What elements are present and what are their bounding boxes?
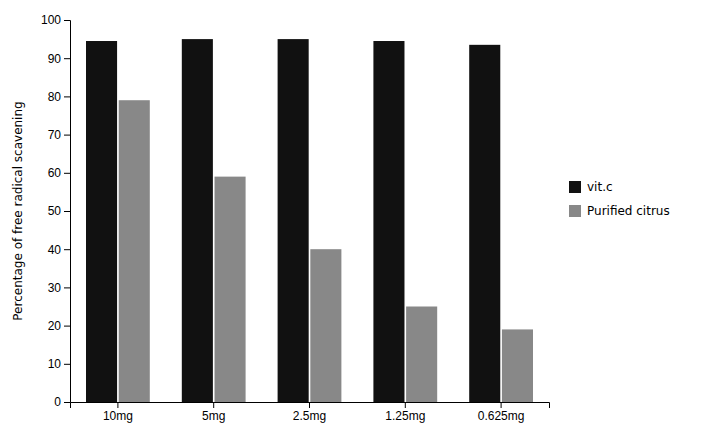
y-tick-label: 10: [48, 357, 62, 371]
x-axis: 10mg 5mg 2.5mg 1.25mg 0.625mg: [71, 402, 550, 423]
y-axis: 0 10 20 30 40 50 60 70 80 90 100: [41, 13, 71, 409]
y-tick-mark: [64, 173, 70, 174]
bar: [119, 100, 150, 402]
y-tick-mark: [64, 20, 70, 21]
y-tick-mark: [64, 249, 70, 250]
y-tick-mark: [64, 364, 70, 365]
bar: [373, 41, 404, 402]
x-tick: 10mg: [103, 402, 133, 423]
legend-item: Purified citrus: [569, 204, 670, 218]
y-tick: 90: [48, 52, 70, 66]
y-tick-mark: [64, 58, 70, 59]
y-tick: 70: [48, 128, 70, 142]
x-tick-label: 10mg: [103, 409, 133, 423]
legend-swatch: [569, 205, 581, 217]
y-tick: 60: [48, 166, 70, 180]
y-tick-mark: [64, 211, 70, 212]
x-tick: 1.25mg: [385, 402, 425, 423]
bar: [502, 329, 533, 402]
y-tick-label: 40: [48, 243, 62, 257]
legend: vit.c Purified citrus: [569, 180, 670, 218]
legend-label: vit.c: [587, 180, 613, 194]
legend-swatch: [569, 181, 581, 193]
bar-series: [119, 100, 533, 402]
y-tick-mark: [64, 402, 70, 403]
y-tick: 0: [54, 395, 70, 409]
bar-series: [86, 39, 500, 402]
bar: [182, 39, 213, 402]
y-tick-mark: [64, 135, 70, 136]
x-tick-mark: [405, 402, 406, 408]
y-tick-label: 60: [48, 166, 62, 180]
y-tick-label: 0: [54, 395, 61, 409]
y-tick-label: 30: [48, 281, 62, 295]
bar: [86, 41, 117, 402]
y-tick: 10: [48, 357, 70, 371]
y-tick-label: 50: [48, 204, 62, 218]
y-tick-mark: [64, 96, 70, 97]
y-tick-label: 70: [48, 128, 62, 142]
bar: [406, 307, 437, 403]
y-tick: 80: [48, 90, 70, 104]
x-tick: 5mg: [202, 402, 225, 423]
bar: [469, 45, 500, 402]
x-axis-line: [71, 403, 550, 409]
x-tick-mark: [213, 402, 214, 408]
bar: [215, 177, 246, 402]
y-tick-label: 80: [48, 90, 62, 104]
y-tick: 20: [48, 319, 70, 333]
y-axis-line: [64, 21, 71, 403]
x-tick-label: 5mg: [202, 409, 225, 423]
x-tick-mark: [117, 402, 118, 408]
bar: [278, 39, 309, 402]
legend-label: Purified citrus: [587, 204, 670, 218]
x-tick: 0.625mg: [478, 402, 525, 423]
plot: 10mg 5mg 2.5mg 1.25mg 0.625mg 0 10 20 30 40 50 60 70…: [11, 13, 550, 422]
x-tick-label: 2.5mg: [293, 409, 326, 423]
y-tick: 40: [48, 243, 70, 257]
y-tick-label: 100: [41, 13, 61, 27]
y-axis-title: Percentage of free radical scavening: [11, 101, 25, 320]
bar: [310, 249, 341, 402]
y-tick-mark: [64, 326, 70, 327]
legend-item: vit.c: [569, 180, 613, 194]
y-tick-mark: [64, 287, 70, 288]
x-tick: 2.5mg: [293, 402, 326, 423]
y-tick-label: 20: [48, 319, 62, 333]
x-tick-label: 1.25mg: [385, 409, 425, 423]
y-tick: 30: [48, 281, 70, 295]
bars: [86, 39, 533, 402]
x-tick-mark: [309, 402, 310, 408]
x-tick-label: 0.625mg: [478, 409, 525, 423]
x-tick-mark: [501, 402, 502, 408]
y-tick-label: 90: [48, 52, 62, 66]
y-tick: 50: [48, 204, 70, 218]
y-tick: 100: [41, 13, 70, 27]
chart: 10mg 5mg 2.5mg 1.25mg 0.625mg 0 10 20 30 40 50 60 70…: [0, 0, 709, 442]
